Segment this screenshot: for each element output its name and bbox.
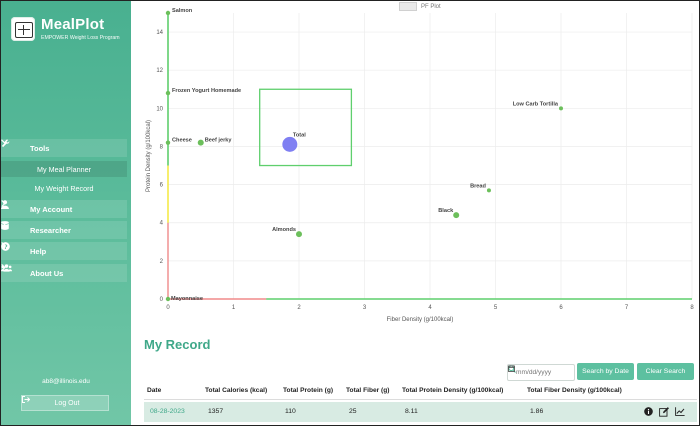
data-point[interactable] [165,10,171,16]
y-tick-label: 0 [160,297,164,303]
cell-protein-density: 8.11 [405,408,418,415]
my-record-title: My Record [144,337,211,352]
table-divider [144,399,697,400]
data-point[interactable] [165,296,171,302]
cell-calories: 1357 [208,408,224,415]
cell-fiber: 25 [349,408,357,415]
sidebar-item-label: Help [30,246,47,256]
y-tick-label: 2 [160,259,164,265]
data-label: Mayonnaise [171,296,203,302]
cell-protein: 110 [285,408,296,415]
data-label: Beef jerky [205,138,233,144]
cell-date[interactable]: 08-28-2023 [150,408,185,415]
data-label: Bread [470,183,486,189]
y-tick-label: 14 [156,30,163,36]
users-icon [1,264,24,279]
record-table-header: Date Total Calories (kcal) Total Protein… [131,387,697,399]
data-label: Total [293,132,306,138]
chart-line-icon[interactable] [675,407,685,417]
info-icon[interactable] [644,407,654,417]
legend-swatch [399,2,417,11]
date-search-field[interactable] [507,364,575,381]
sidebar-item-my-weight-record[interactable]: My Weight Record [34,183,94,193]
user-icon [1,200,24,215]
chart-legend[interactable]: PF Plot [399,2,441,11]
target-zone-box [259,88,353,167]
y-axis-title: Protein Density (g/100kcal) [146,120,152,192]
data-label: Salmon [172,8,193,14]
legend-label: PF Plot [421,3,441,10]
y-tick-label: 6 [160,183,164,189]
data-point[interactable] [197,139,204,146]
column-header-date: Date [147,387,162,394]
data-point[interactable] [165,90,171,96]
sidebar-item-label: Researcher [30,225,71,235]
data-label: Cheese [172,138,192,144]
x-tick-label: 3 [363,305,367,311]
x-tick-label: 2 [297,305,301,311]
column-header-protein: Total Protein (g) [283,387,334,394]
data-label: Almonds [272,227,296,233]
sidebar: MealPlot EMPOWER Weight Loss Program Too… [1,1,131,425]
app-subtitle: EMPOWER Weight Loss Program [41,35,120,41]
column-header-calories: Total Calories (kcal) [205,387,268,394]
x-tick-label: 5 [494,305,498,311]
cell-fiber-density: 1.86 [530,408,544,415]
table-row: 08-28-2023 1357 110 25 8.11 1.86 [144,402,697,422]
sidebar-item-label: My Account [30,204,73,214]
x-tick-label: 6 [559,305,563,311]
data-point[interactable] [165,140,171,145]
sidebar-item-about-us[interactable]: About Us [1,264,127,282]
pf-plot-chart: PF Plot 0 1 2 3 4 5 6 7 8 0 2 4 6 8 10 12 14 Fiber Densit… [131,1,699,331]
x-tick-label: 0 [166,305,170,311]
sidebar-item-help[interactable]: ? Help [1,242,127,260]
data-point[interactable] [559,106,563,111]
search-by-date-button[interactable]: Search by Date [577,363,634,380]
user-email: ab8@illinois.edu [42,378,90,385]
data-point[interactable] [296,231,302,238]
y-tick-label: 4 [160,221,164,227]
sidebar-item-tools[interactable]: Tools [1,139,127,157]
data-point[interactable] [486,188,491,193]
column-header-fiber: Total Fiber (g) [346,387,390,394]
app-title: MealPlot [41,16,105,33]
database-icon [1,221,24,236]
y-tick-label: 12 [156,68,163,74]
mealplot-logo-icon [15,22,33,38]
logout-label: Log Out [54,399,80,407]
y-tick-label: 8 [160,144,164,150]
y-tick-label: 10 [156,106,163,112]
column-header-protein-density: Total Protein Density (g/100kcal) [402,387,504,394]
wrench-icon [1,139,24,154]
app-logo[interactable] [11,17,35,41]
x-tick-label: 4 [428,305,432,311]
logout-button[interactable]: Log Out [21,395,109,411]
data-label: Frozen Yogurt Homemade [172,88,241,94]
clear-search-button[interactable]: Clear Search [637,363,694,380]
edit-icon[interactable] [659,407,669,417]
x-tick-label: 7 [625,305,629,311]
data-label: Low Carb Tortilla [513,101,559,107]
sidebar-item-researcher[interactable]: Researcher [1,221,127,239]
question-icon: ? [1,242,24,257]
data-point[interactable] [453,212,460,219]
svg-text:?: ? [3,244,7,251]
x-axis-title: Fiber Density (g/100kcal) [387,317,454,323]
data-point[interactable] [282,136,298,152]
sidebar-item-label: Tools [30,143,50,153]
sidebar-item-my-meal-planner[interactable]: My Meal Planner [1,161,127,177]
x-tick-label: 1 [232,305,236,311]
sidebar-item-label: About Us [30,268,64,278]
date-input[interactable] [516,369,552,376]
column-header-fiber-density: Total Fiber Density (g/100kcal) [527,387,622,394]
sidebar-item-my-account[interactable]: My Account [1,200,127,218]
data-label: Black [438,208,454,214]
x-tick-label: 8 [690,305,694,311]
